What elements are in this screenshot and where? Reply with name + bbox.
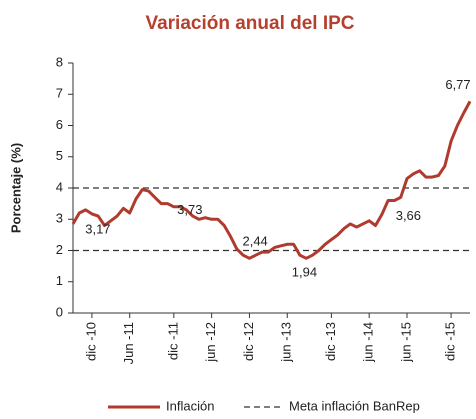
x-tick-label: jun -14 — [361, 322, 376, 363]
annotation: 3,17 — [85, 221, 110, 236]
x-tick-label: dic -13 — [323, 322, 338, 361]
x-tick-label: Jun -11 — [121, 322, 136, 364]
y-tick-label: 2 — [56, 242, 63, 257]
chart-title: Variación anual del IPC — [145, 13, 354, 34]
y-tick-label: 1 — [56, 273, 63, 288]
annotation: 2,44 — [242, 234, 267, 249]
y-tick-label: 7 — [56, 86, 63, 101]
x-tick-label: dic -10 — [83, 322, 98, 361]
y-tick-label: 6 — [56, 117, 63, 132]
x-tick-label: dic -11 — [165, 322, 180, 360]
x-tick-label: dic -15 — [443, 322, 458, 361]
x-tick-label: jun -13 — [279, 322, 294, 363]
x-tick-label: dic -12 — [241, 322, 256, 361]
annotation: 3,66 — [396, 208, 421, 223]
annotation: 6,77 — [445, 77, 470, 92]
y-tick-label: 0 — [56, 304, 63, 319]
x-tick-label: jun -15 — [398, 322, 413, 363]
annotation: 3,73 — [177, 202, 202, 217]
series-line — [71, 100, 472, 260]
y-tick-label: 8 — [56, 54, 63, 69]
y-tick-label: 4 — [56, 179, 63, 194]
x-tick-label: jun -12 — [203, 322, 218, 363]
y-axis-label: Porcentaje (%) — [8, 143, 23, 233]
annotation: 1,94 — [292, 265, 317, 280]
y-tick-label: 5 — [56, 148, 63, 163]
y-tick-label: 3 — [56, 211, 63, 226]
legend-label: Meta inflación BanRep — [289, 398, 420, 413]
legend-label: Inflación — [166, 398, 214, 413]
